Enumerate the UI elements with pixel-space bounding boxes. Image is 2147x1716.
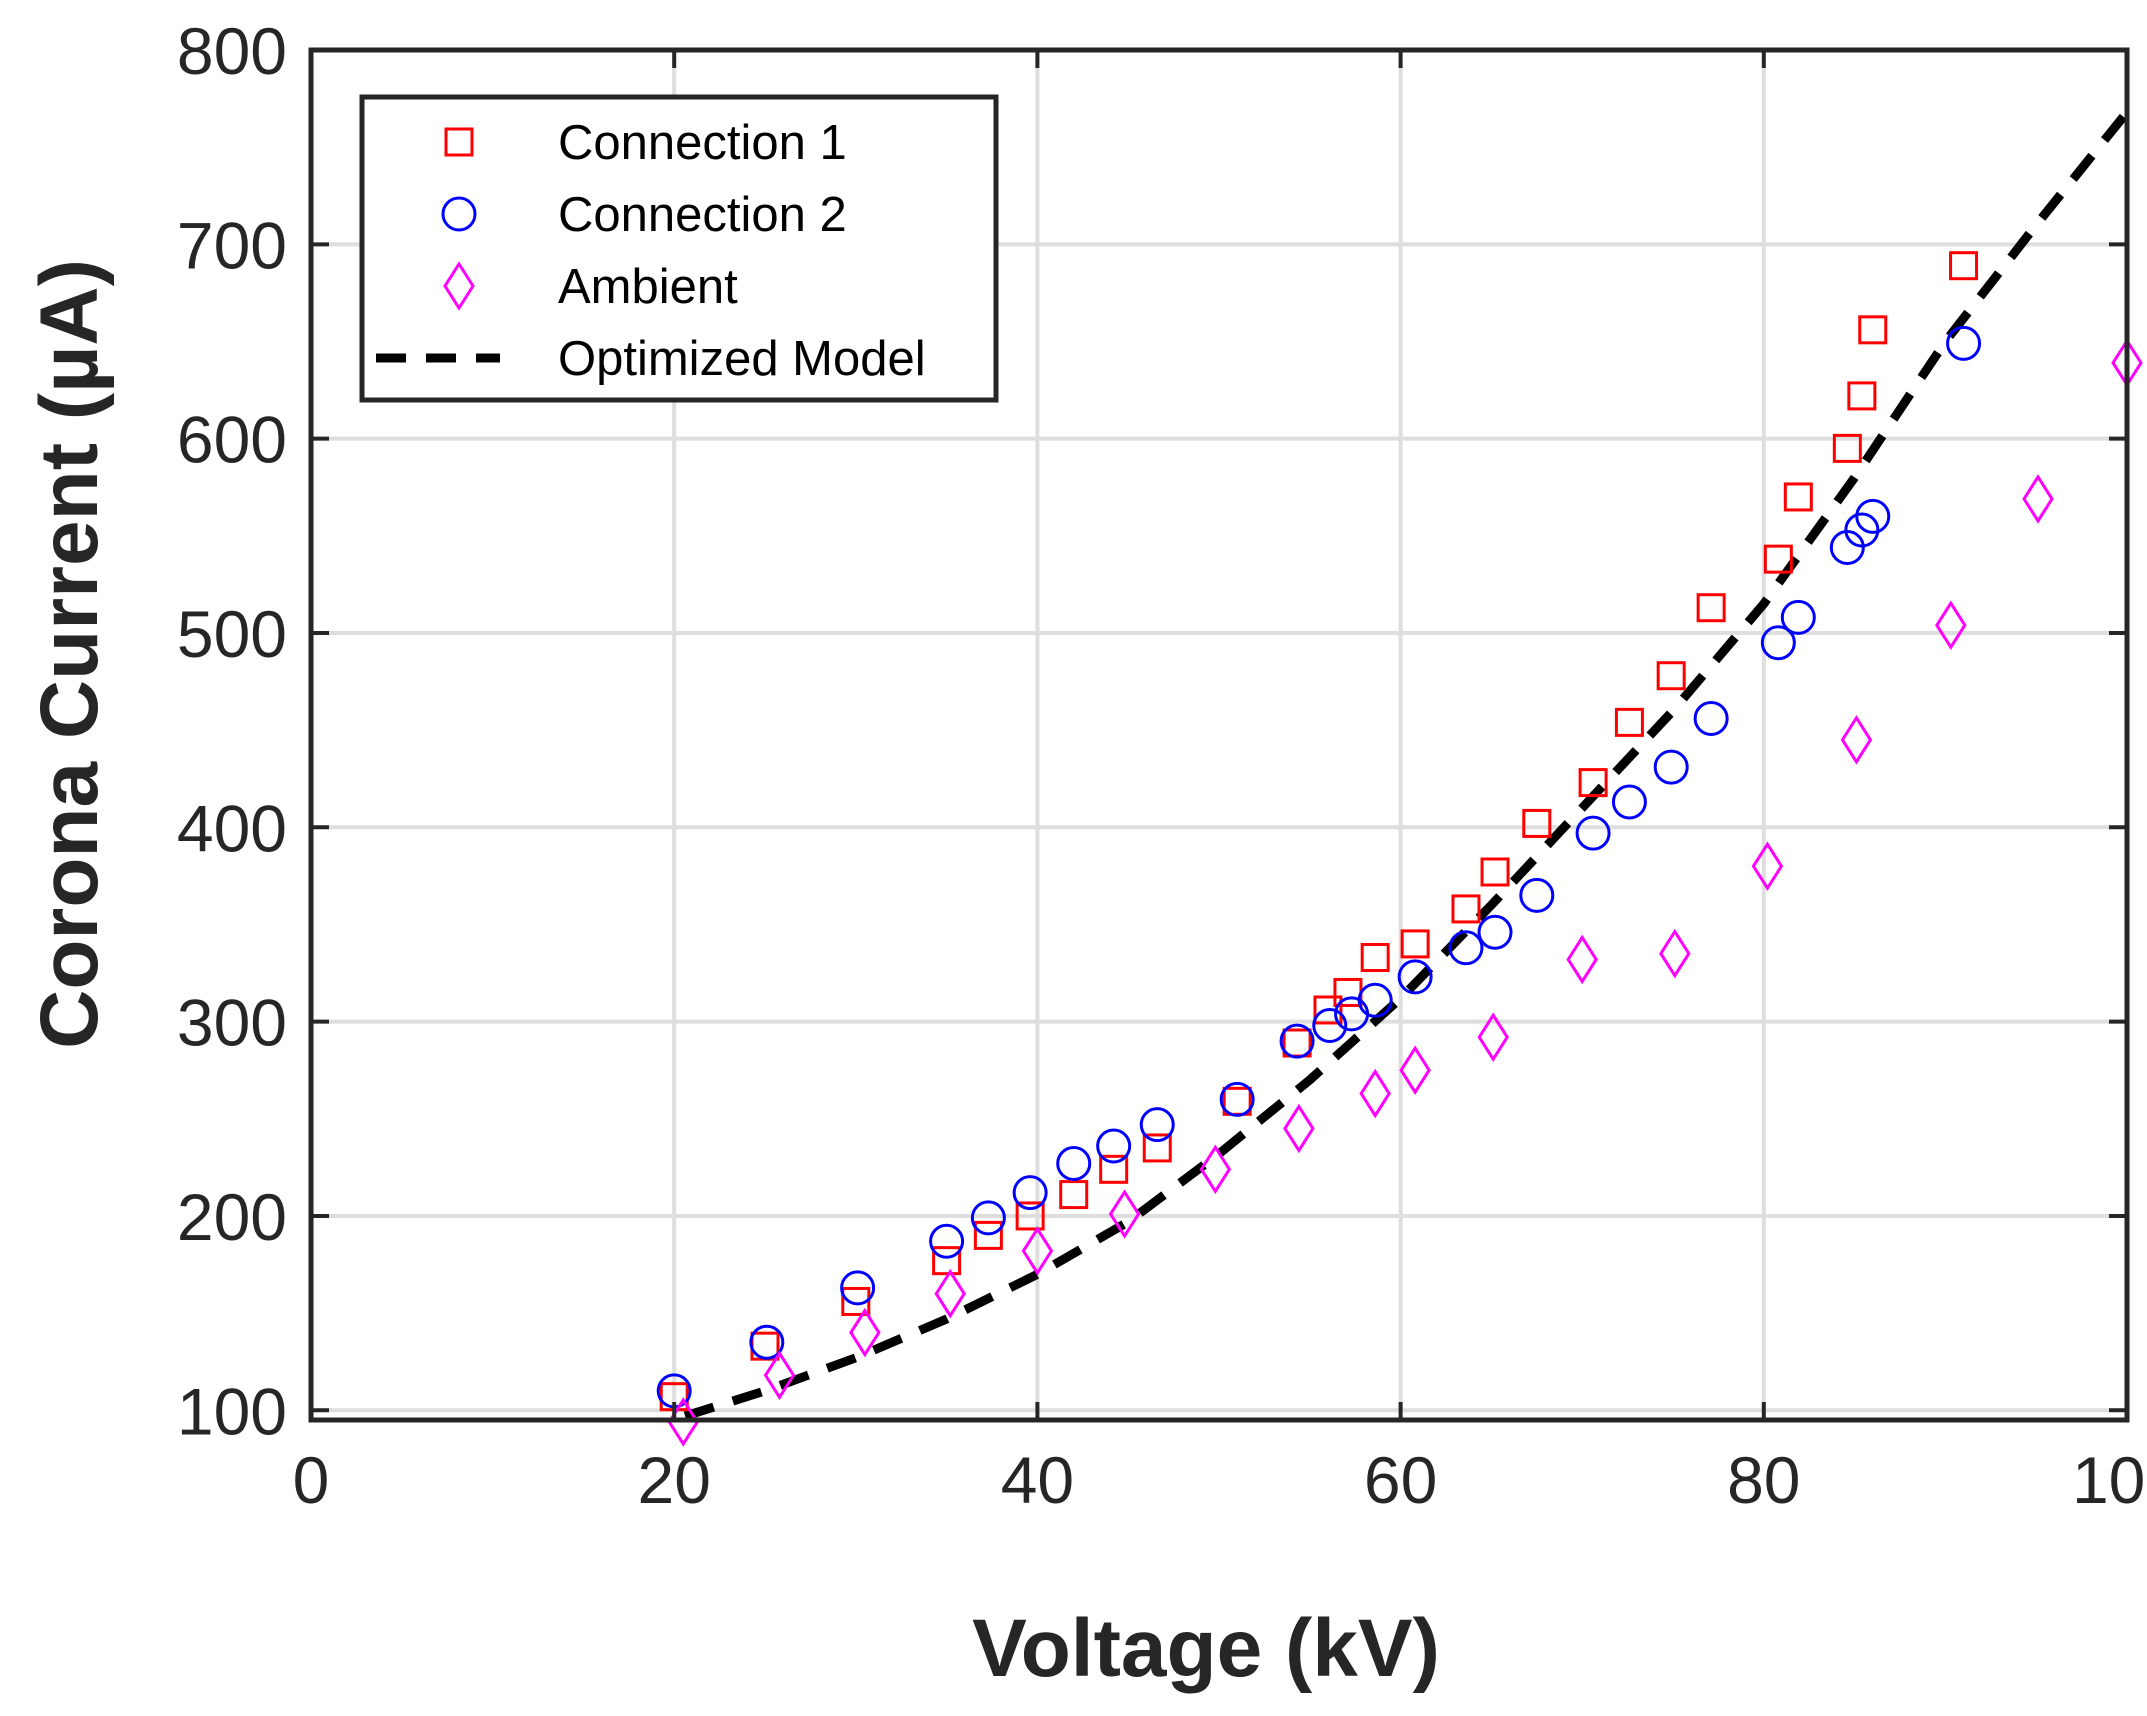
connection-1-point [1015,1201,1045,1231]
ambient-point [1566,934,1598,985]
ambient-point [1283,1103,1315,1154]
legend-label-ambient: Ambient [558,260,738,314]
x-tick-label: 60 [1364,1443,1437,1517]
ambient-point [1751,841,1784,891]
ambient-point [1399,1045,1431,1096]
connection-1-point [1142,1133,1172,1163]
connection-1-point [1360,943,1390,973]
connection-2-point [1844,512,1880,548]
connection-2-point [1519,877,1555,913]
ambient-point [1021,1226,1054,1276]
connection-2-point [1448,930,1484,966]
ambient-point [1840,715,1873,765]
connection-1-point [1480,857,1510,887]
legend-box [359,94,999,403]
connection-1-point [1832,433,1862,463]
connection-2-point [840,1270,876,1306]
connection-1-point [1282,1028,1312,1058]
y-tick-labels: 100 200 300 400 500 600 700 800 [177,14,287,1448]
connection-1-point [1313,995,1343,1025]
plot-frame [308,47,2130,1423]
connection-2-point [1312,1008,1348,1044]
connection-1-point [973,1220,1003,1250]
connection-1-point [1059,1180,1089,1210]
connection-2-point [1477,914,1513,950]
connection-2-point [1946,325,1982,361]
connection-2-point [1279,1023,1315,1059]
x-tick-labels: 0 20 40 60 80 100 [293,1443,2147,1517]
connection-2-point [1139,1107,1175,1143]
ambient-point [1108,1189,1141,1239]
x-tick-label: 100 [2072,1443,2147,1517]
legend-label-connection-1: Connection 1 [558,116,847,170]
connection-1-point [1614,707,1644,737]
connection-2-point [749,1324,785,1360]
connection-1-point [1522,808,1552,838]
connection-2-point [929,1223,965,1259]
x-tick-label: 80 [1727,1443,1800,1517]
legend-swatch-connection-1 [444,127,474,157]
connection-1-point [1099,1154,1129,1184]
ambient-point [1359,1068,1391,1119]
connection-1-point [1400,929,1430,959]
connection-2-point [1012,1175,1048,1211]
connection-1-point [841,1286,871,1316]
connection-1-point [1451,894,1481,924]
legend: Connection 1 Connection 2 Ambient Optimized… [359,94,999,403]
y-tick-label: 500 [177,597,287,671]
connection-1-point [1222,1086,1252,1116]
x-axis-title: Voltage (kV) [972,1603,1440,1694]
connection-2-point [1397,959,1433,995]
connection-1-point [1858,315,1888,345]
ambient-point [763,1350,796,1401]
ambient-point [1477,1012,1509,1062]
legend-swatch-ambient [443,261,475,311]
connection-2-point [1357,982,1393,1018]
connection-1-point [1696,593,1726,623]
legend-label-optimized-model: Optimized Model [558,332,926,386]
connection-2-point [1855,498,1891,534]
y-axis-title: Corona Current (µA) [24,259,115,1049]
connection-1-point [932,1246,962,1276]
ambient-point [1199,1144,1232,1195]
connection-1-point [1333,977,1363,1007]
y-tick-label: 300 [177,986,287,1060]
ambient-point [1659,928,1691,979]
connection-2-point [1096,1128,1132,1164]
connection-1-point [1656,661,1686,691]
connection-2-point [1760,625,1796,661]
ambient-point [1935,600,1967,650]
connection-2-point [970,1200,1006,1236]
legend-label-connection-2: Connection 2 [558,188,847,242]
connection-2-point [1653,749,1689,785]
ambient-point [934,1268,967,1319]
y-tick-label: 400 [177,791,287,865]
connection-1-point [1847,381,1877,411]
y-tick-label: 800 [177,14,287,88]
y-tick-label: 200 [177,1180,287,1254]
connection-2-point [1693,700,1729,736]
connection-1-point [1578,768,1608,798]
y-tick-label: 100 [177,1374,287,1448]
connection-1-point [1949,251,1979,281]
ambient-point [2022,474,2054,524]
legend-swatch-connection-2 [441,196,477,232]
connection-2-point [1611,784,1647,820]
connection-2-point [1575,815,1611,851]
x-tick-label: 0 [293,1443,330,1517]
connection-1-point [1783,482,1813,512]
ambient-point [849,1307,881,1358]
ticks [309,48,2129,1420]
connection-2-point [1056,1145,1092,1181]
connection-2-point [1219,1081,1255,1117]
connection-2-point [1780,599,1816,635]
y-tick-label: 600 [177,403,287,477]
x-tick-label: 40 [1001,1443,1074,1517]
x-tick-label: 20 [637,1443,710,1517]
connection-1-point [1763,544,1793,574]
y-tick-label: 700 [177,208,287,282]
